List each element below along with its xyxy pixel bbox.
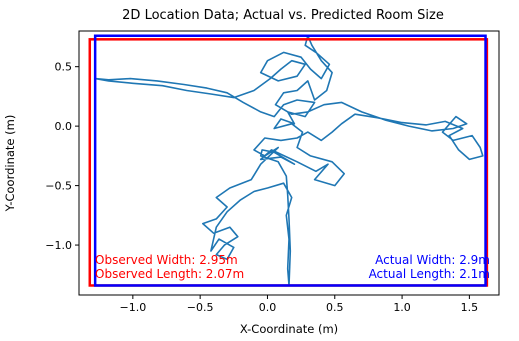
y-tick-label: 0.0 — [55, 120, 73, 133]
x-tick-label: 1.5 — [461, 301, 479, 314]
y-tick-label: −1.0 — [45, 239, 72, 252]
x-axis: −1.0 −0.5 0.0 0.5 1.0 1.5 — [119, 295, 478, 314]
y-axis-label: Y-Coordinate (m) — [3, 115, 17, 213]
y-axis: 0.5 0.0 −0.5 −1.0 — [45, 61, 79, 252]
plot-area — [88, 34, 489, 287]
actual-width-annotation: Actual Width: 2.9m — [375, 253, 490, 267]
x-tick-label: 1.0 — [393, 301, 411, 314]
y-tick-label: −0.5 — [45, 180, 72, 193]
actual-room-rectangle — [93, 34, 487, 287]
observed-width-annotation: Observed Width: 2.95m — [95, 253, 238, 267]
x-axis-label: X-Coordinate (m) — [240, 322, 338, 336]
x-tick-label: 0.5 — [326, 301, 344, 314]
plot-frame — [78, 30, 500, 296]
x-tick-label: 0.0 — [259, 301, 277, 314]
chart-title: 2D Location Data; Actual vs. Predicted R… — [122, 8, 444, 23]
x-tick-label: −0.5 — [187, 301, 214, 314]
trajectory-line-0 — [94, 35, 484, 286]
actual-length-annotation: Actual Length: 2.1m — [369, 267, 490, 281]
x-tick-label: −1.0 — [119, 301, 146, 314]
observed-length-annotation: Observed Length: 2.07m — [95, 267, 244, 281]
y-tick-label: 0.5 — [55, 61, 73, 74]
